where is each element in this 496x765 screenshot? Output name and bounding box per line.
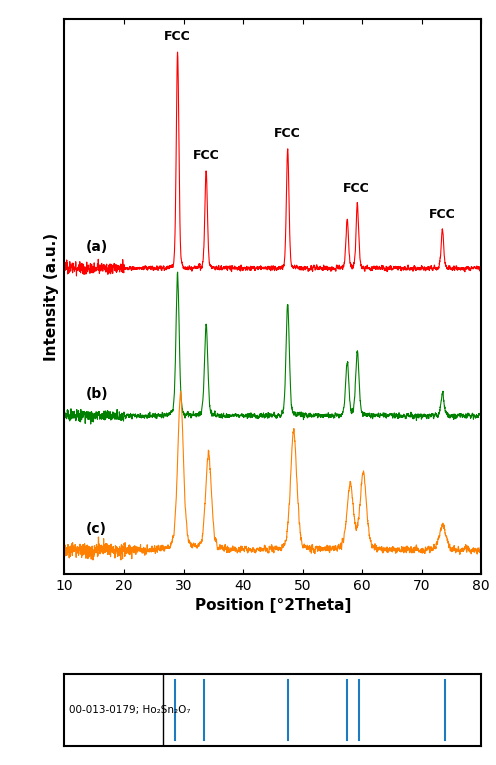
Text: FCC: FCC bbox=[429, 207, 456, 220]
X-axis label: Position [°2Theta]: Position [°2Theta] bbox=[194, 598, 351, 614]
Text: FCC: FCC bbox=[164, 30, 191, 43]
Text: FCC: FCC bbox=[274, 128, 301, 141]
Text: FCC: FCC bbox=[343, 181, 370, 194]
Y-axis label: Intensity (a.u.): Intensity (a.u.) bbox=[44, 233, 59, 360]
Text: 00-013-0179; Ho₂Sn₂O₇: 00-013-0179; Ho₂Sn₂O₇ bbox=[69, 705, 191, 715]
Text: (c): (c) bbox=[85, 522, 106, 536]
Text: (b): (b) bbox=[85, 387, 108, 402]
Text: (a): (a) bbox=[85, 240, 108, 254]
Text: FCC: FCC bbox=[193, 149, 220, 162]
